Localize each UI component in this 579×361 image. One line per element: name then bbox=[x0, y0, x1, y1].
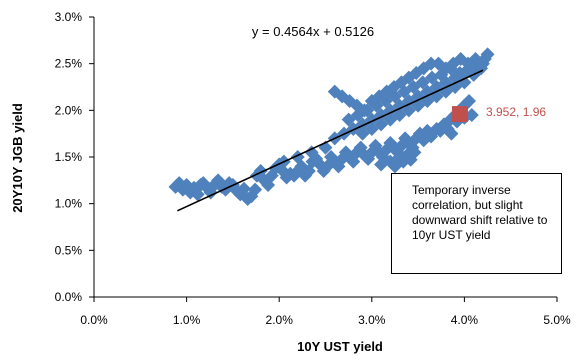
data-point bbox=[387, 159, 402, 174]
data-point bbox=[357, 103, 372, 118]
trendline-equation: y = 0.4564x + 0.5126 bbox=[252, 24, 374, 39]
annotation-box: Temporary inverse correlation, but sligh… bbox=[391, 173, 562, 274]
x-axis-title: 10Y UST yield bbox=[297, 339, 383, 354]
annotation-text: Temporary inverse correlation, but sligh… bbox=[412, 183, 548, 242]
x-tick-label: 3.0% bbox=[358, 313, 386, 327]
data-point bbox=[424, 56, 439, 71]
x-tick-label: 5.0% bbox=[543, 313, 571, 327]
data-point bbox=[468, 52, 483, 66]
y-tick-label: 3.0% bbox=[55, 10, 83, 24]
x-tick-label: 1.0% bbox=[173, 313, 201, 327]
data-point bbox=[462, 94, 477, 108]
y-tick-label: 1.5% bbox=[55, 150, 83, 164]
highlight-point bbox=[451, 106, 468, 123]
data-point bbox=[304, 145, 319, 160]
data-point bbox=[244, 189, 259, 204]
trendline bbox=[177, 69, 484, 212]
x-tick-label: 4.0% bbox=[451, 313, 479, 327]
data-point bbox=[355, 126, 370, 141]
trendline-group bbox=[177, 69, 484, 212]
y-tick-label: 2.5% bbox=[55, 57, 83, 71]
y-tick-label: 1.0% bbox=[55, 197, 83, 211]
data-point bbox=[248, 182, 263, 197]
data-point bbox=[464, 108, 479, 122]
y-tick-label: 0.0% bbox=[55, 290, 83, 304]
y-tick-label: 2.0% bbox=[55, 103, 83, 117]
chart-labels: y = 0.4564x + 0.5126 10Y UST yield 20Y10… bbox=[10, 24, 546, 354]
axes: 0.0% 0.5% 1.0% 1.5% 2.0% 2.5% 3.0% 0.0% 1.0% 2.0%… bbox=[55, 10, 571, 327]
data-point bbox=[407, 145, 422, 160]
y-tick-label: 0.5% bbox=[55, 243, 83, 257]
data-point bbox=[444, 126, 459, 141]
y-axis-title: 20Y10Y JGB yield bbox=[10, 103, 25, 213]
data-points bbox=[168, 47, 495, 206]
data-point bbox=[374, 157, 389, 172]
highlight-label: 3.952, 1.96 bbox=[486, 105, 546, 119]
data-point bbox=[341, 112, 356, 127]
x-tick-label: 0.0% bbox=[80, 313, 108, 327]
x-tick-label: 2.0% bbox=[266, 313, 294, 327]
